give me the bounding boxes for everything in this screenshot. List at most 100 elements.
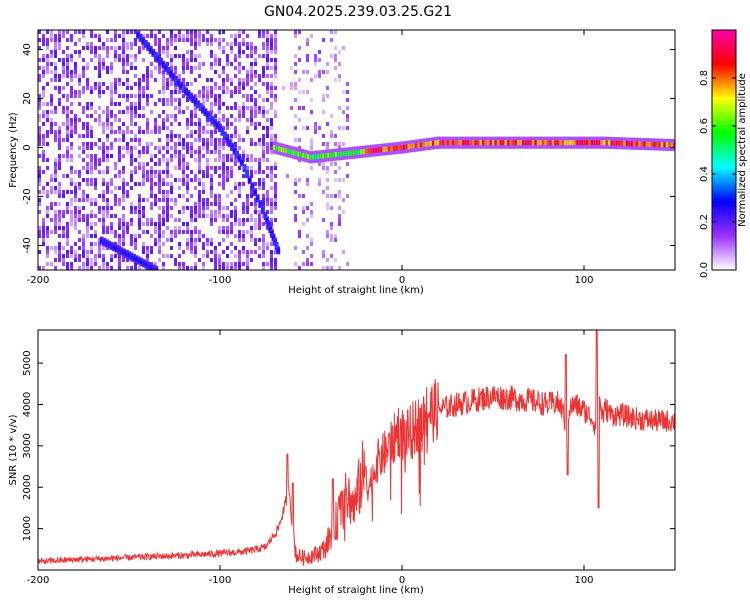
heatmap-cell	[462, 140, 465, 146]
heatmap-cell	[154, 126, 157, 130]
heatmap-cell	[608, 140, 612, 146]
heatmap-cell	[138, 162, 141, 166]
heatmap-cell	[46, 226, 49, 230]
heatmap-cell	[190, 242, 193, 246]
heatmap-cell	[274, 262, 277, 266]
heatmap-cell	[186, 106, 189, 110]
heatmap-cell	[74, 186, 77, 190]
heatmap-cell	[130, 146, 133, 150]
heatmap-cell	[198, 30, 201, 34]
heatmap-cell	[322, 218, 325, 222]
heatmap-cell	[346, 98, 349, 102]
heatmap-cell	[218, 106, 221, 110]
heatmap-cell	[58, 42, 61, 46]
heatmap-cell	[198, 126, 201, 130]
heatmap-cell	[270, 50, 273, 54]
heatmap-cell	[118, 34, 121, 38]
heatmap-cell	[226, 254, 229, 258]
heatmap-cell	[146, 222, 149, 226]
heatmap-cell	[130, 118, 133, 122]
heatmap-cell	[154, 202, 157, 206]
heatmap-cell	[318, 50, 321, 54]
heatmap-cell	[130, 210, 133, 214]
heatmap-cell	[174, 134, 177, 138]
heatmap-cell	[218, 206, 221, 210]
heatmap-cell	[214, 142, 217, 146]
heatmap-cell	[107, 242, 111, 247]
heatmap-cell	[58, 186, 61, 190]
heatmap-cell	[186, 190, 189, 194]
heatmap-cell	[326, 166, 329, 170]
heatmap-cell	[210, 42, 213, 46]
heatmap-cell	[150, 174, 153, 178]
heatmap-cell	[298, 266, 301, 270]
heatmap-cell	[158, 170, 161, 174]
heatmap-cell	[142, 146, 145, 150]
heatmap-cell	[186, 270, 189, 274]
heatmap-cell	[618, 140, 622, 146]
heatmap-cell	[346, 82, 349, 86]
heatmap-cell	[202, 38, 205, 42]
heatmap-cell	[178, 242, 181, 246]
heatmap-cell	[110, 66, 113, 70]
heatmap-cell	[439, 140, 443, 146]
heatmap-cell	[186, 222, 189, 226]
heatmap-cell	[266, 150, 269, 154]
heatmap-cell	[306, 206, 309, 210]
heatmap-cell	[138, 154, 141, 158]
heatmap-cell	[46, 206, 49, 210]
heatmap-cell	[54, 158, 57, 162]
heatmap-cell	[307, 154, 311, 160]
heatmap-cell	[222, 158, 225, 162]
heatmap-cell	[202, 198, 205, 202]
heatmap-cell	[242, 78, 245, 82]
heatmap-cell	[194, 46, 197, 50]
heatmap-cell	[98, 114, 101, 118]
heatmap-cell	[127, 253, 131, 258]
heatmap-cell	[178, 194, 181, 198]
heatmap-cell	[410, 143, 414, 149]
heatmap-cell	[310, 242, 313, 246]
heatmap-cell	[262, 262, 265, 266]
snr-y-tick-label: 2000	[22, 475, 33, 500]
heatmap-cell	[230, 166, 233, 170]
heatmap-cell	[62, 262, 65, 266]
heatmap-cell	[118, 186, 121, 190]
heatmap-cell	[58, 166, 61, 170]
heatmap-cell	[334, 258, 337, 262]
heatmap-cell	[134, 170, 137, 174]
heatmap-cell	[46, 54, 49, 58]
heatmap-cell	[122, 258, 125, 262]
heatmap-cell	[150, 166, 153, 170]
heatmap-cell	[62, 154, 65, 158]
heatmap-cell	[58, 46, 61, 50]
heatmap-cell	[198, 74, 201, 78]
heatmap-cell	[250, 214, 253, 218]
heatmap-cell	[126, 146, 129, 150]
snr-x-tick-label: 100	[574, 575, 593, 586]
heatmap-cell	[274, 194, 277, 198]
heatmap-cell	[294, 70, 297, 74]
heatmap-cell	[66, 174, 69, 178]
heatmap-cell	[318, 178, 321, 182]
heatmap-cell	[266, 74, 269, 78]
heatmap-cell	[110, 254, 113, 258]
heatmap-cell	[166, 202, 169, 206]
heatmap-cell	[178, 98, 181, 102]
heatmap-cell	[254, 206, 257, 210]
heatmap-cell	[258, 238, 261, 242]
heatmap-cell	[422, 142, 426, 148]
heatmap-cell	[162, 222, 165, 226]
heatmap-cell	[158, 98, 161, 102]
heatmap-cell	[86, 218, 89, 222]
heatmap-cell	[166, 198, 169, 202]
heatmap-cell	[50, 202, 53, 206]
heatmap-cell	[102, 178, 105, 182]
heatmap-cell	[322, 266, 325, 270]
heatmap-cell	[246, 158, 249, 162]
heatmap-cell	[110, 190, 113, 194]
heatmap-cell	[214, 262, 217, 266]
heatmap-cell	[38, 38, 41, 42]
heatmap-cell	[90, 154, 93, 158]
